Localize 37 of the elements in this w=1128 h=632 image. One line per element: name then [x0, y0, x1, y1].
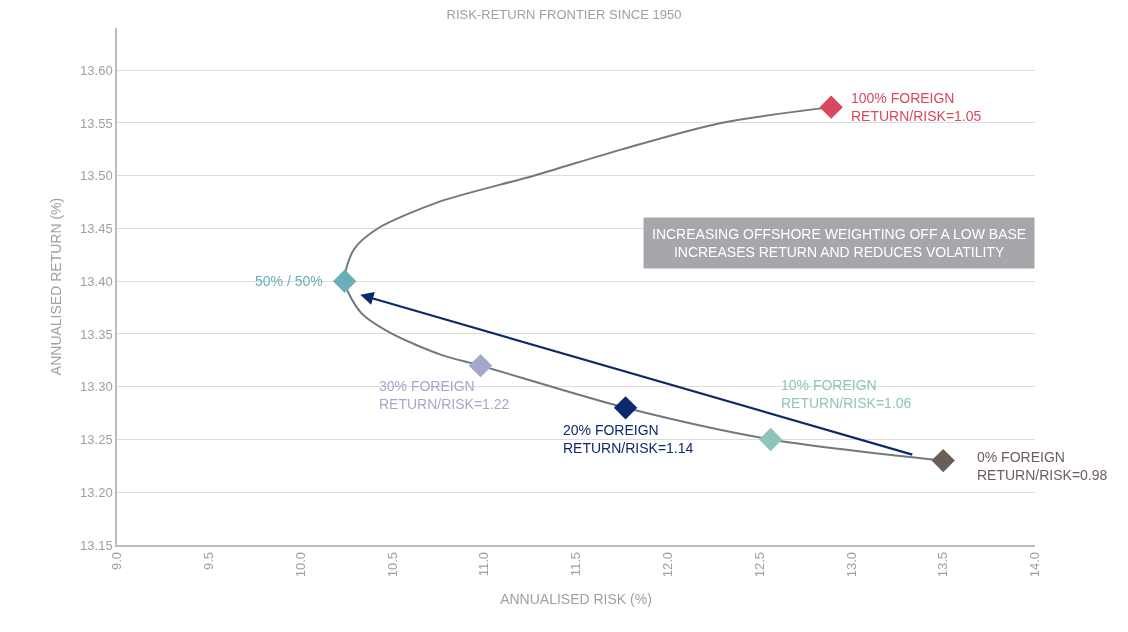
x-tick-label: 10.0: [292, 551, 308, 578]
y-axis-title: ANNUALISED RETURN (%): [48, 197, 65, 376]
x-tick-label: 12.5: [751, 551, 767, 578]
x-axis-title: ANNUALISED RISK (%): [500, 591, 652, 608]
y-tick-label: 13.20: [80, 484, 113, 500]
x-tick-label: 11.0: [476, 551, 492, 577]
series-label: 30% FOREIGN RETURN/RISK=1.22: [379, 378, 510, 413]
point: [758, 427, 783, 452]
y-tick-label: 13.25: [80, 432, 113, 448]
point: [332, 269, 357, 293]
x-tick-label: 9.0: [109, 551, 125, 571]
y-tick-label: 13.60: [80, 62, 113, 78]
x-tick-label: 13.5: [935, 551, 951, 578]
series-label: 100% FOREIGN RETURN/RISK=1.05: [851, 90, 982, 125]
y-tick-label: 13.50: [80, 168, 113, 184]
series-label: 10% FOREIGN RETURN/RISK=1.06: [781, 377, 912, 412]
y-tick-label: 13.45: [80, 221, 113, 237]
point: [931, 448, 955, 473]
y-tick-label: 13.40: [80, 273, 113, 289]
y-tick-label: 13.55: [80, 115, 113, 131]
series-label: 20% FOREIGN RETURN/RISK=1.14: [563, 422, 694, 457]
chart-title: RISK-RETURN FRONTIER SINCE 1950: [446, 6, 682, 22]
point: [468, 353, 493, 378]
x-tick-label: 11.5: [568, 551, 584, 577]
point: [819, 95, 843, 119]
x-tick-label: 14.0: [1027, 551, 1043, 578]
x-tick-label: 12.0: [660, 551, 676, 578]
y-tick-label: 13.30: [80, 379, 113, 395]
x-tick-label: 10.5: [384, 551, 400, 578]
point: [613, 396, 638, 420]
annotation: INCREASING OFFSHORE WEIGHTING OFF A LOW BASE INCREASES RETURN AND REDUCES VOLATILITY: [652, 226, 1027, 261]
x-tick-label: 9.5: [201, 551, 217, 571]
series-label: 50% / 50%: [255, 273, 323, 289]
y-tick-label: 13.35: [80, 326, 113, 342]
y-tick-label: 13.15: [80, 537, 113, 553]
series-label: 0% FOREIGN RETURN/RISK=0.98: [977, 449, 1108, 484]
x-tick-label: 13.0: [843, 551, 859, 578]
